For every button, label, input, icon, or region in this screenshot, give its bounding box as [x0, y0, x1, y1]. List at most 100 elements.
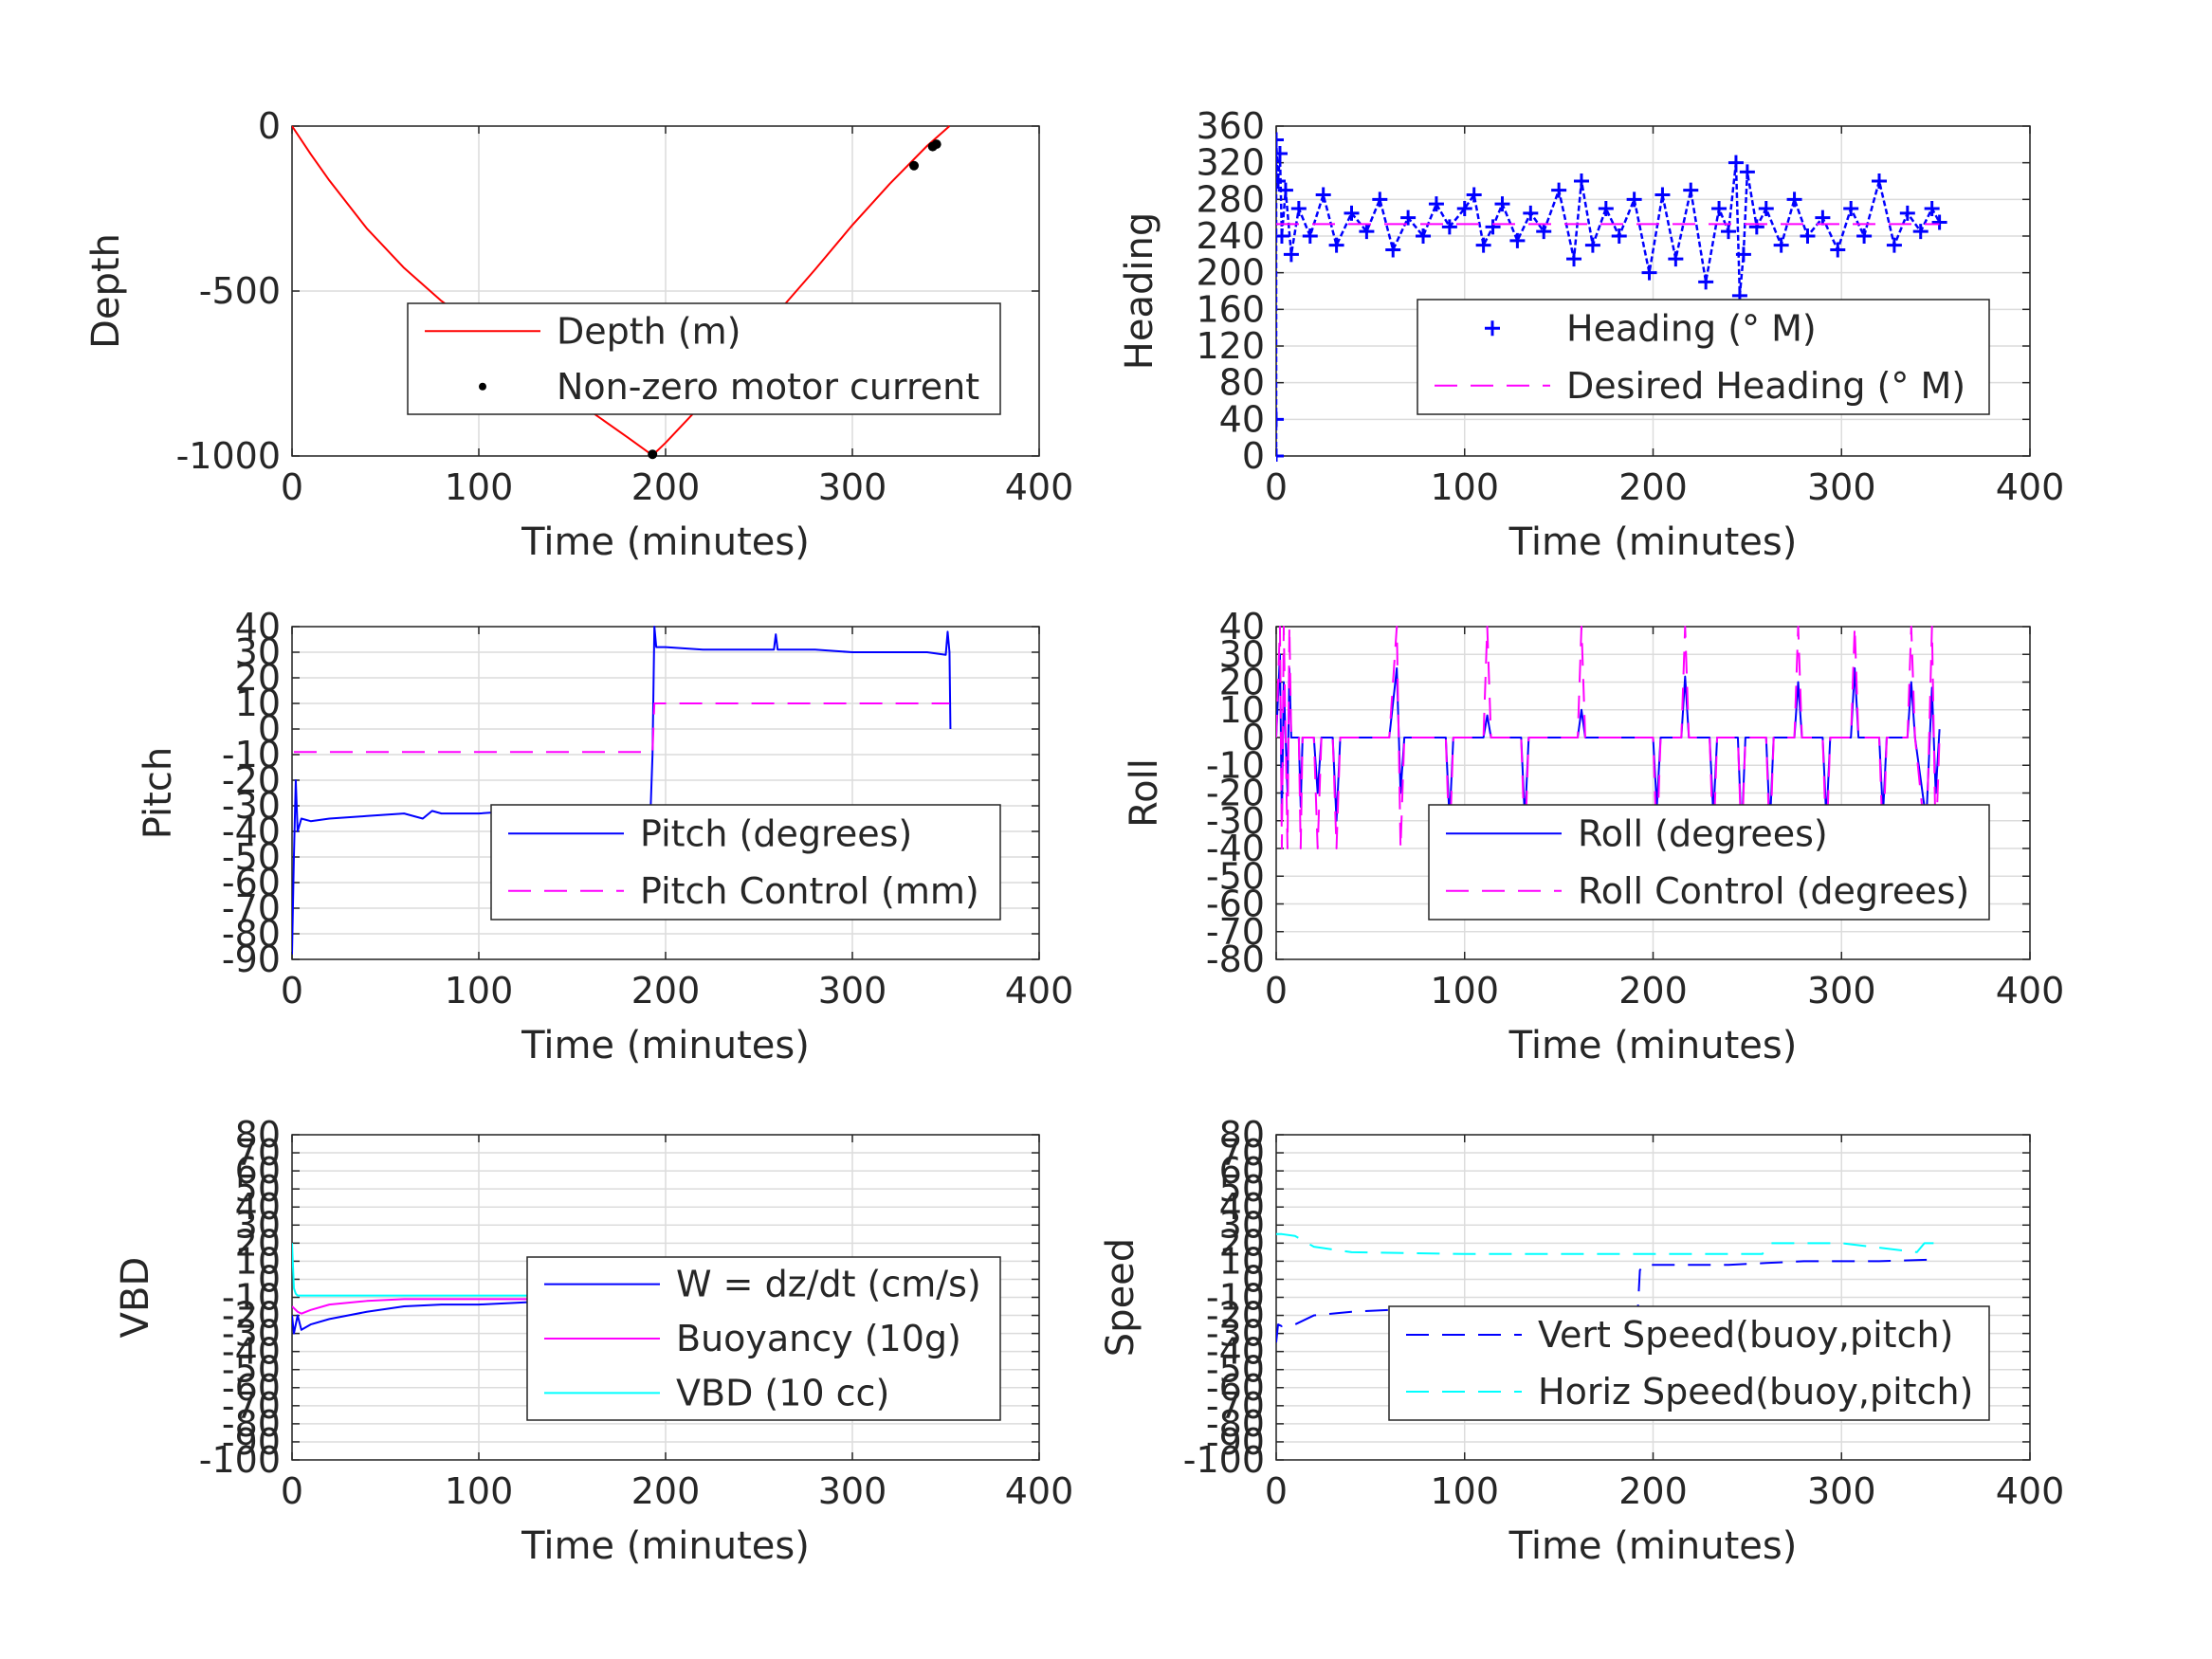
x-tick-label: 100 [445, 1470, 514, 1512]
legend-box [490, 804, 1001, 921]
y-tick-label: 20 [235, 657, 281, 699]
legend-entry: Pitch (degrees) [640, 812, 912, 854]
y-tick-label: -20 [222, 1295, 281, 1337]
y-tick-label: -70 [222, 1385, 281, 1427]
data-point [1372, 191, 1388, 208]
legend-entry: VBD (10 cc) [676, 1372, 889, 1413]
y-tick-label: 40 [235, 606, 281, 647]
y-tick-label: -60 [1206, 884, 1265, 925]
depth-x-axis-label: Time (minutes) [521, 520, 810, 564]
y-tick-label: 70 [235, 1132, 281, 1174]
y-tick-label: 40 [1219, 606, 1265, 647]
y-tick-label: -60 [1206, 1367, 1265, 1409]
roll-plot-area [1276, 626, 1941, 849]
y-tick-label: 70 [1219, 1132, 1265, 1174]
data-point [1328, 237, 1344, 253]
y-tick-label: -50 [1206, 855, 1265, 897]
y-tick-label: -1000 [176, 435, 281, 477]
data-point [1276, 132, 1284, 148]
heading-chart: 0 100 200 300 40004080120160200240280320360T… [1118, 105, 2064, 564]
y-tick-label: 20 [235, 1222, 281, 1264]
data-point [1856, 228, 1873, 244]
y-tick-label: 40 [1219, 1186, 1265, 1228]
data-point [1344, 205, 1360, 221]
legend-entry: Buoyancy (10g) [676, 1318, 961, 1359]
y-tick-label: -70 [1206, 911, 1265, 953]
y-tick-label: 10 [1219, 1240, 1265, 1282]
y-tick-label: 50 [235, 1168, 281, 1210]
data-point [1456, 201, 1472, 216]
y-tick-label: 30 [1219, 1204, 1265, 1246]
heading-series-0 [1276, 132, 1947, 462]
y-tick-label: 50 [1219, 1168, 1265, 1210]
x-tick-label: 400 [1996, 1470, 2065, 1512]
x-tick-label: 300 [818, 1470, 887, 1512]
y-tick-label: -40 [222, 1331, 281, 1373]
data-point [1536, 224, 1552, 240]
x-tick-label: 0 [281, 1470, 303, 1512]
y-tick-label: 0 [1242, 1258, 1265, 1300]
y-tick-label: -30 [1206, 1313, 1265, 1355]
data-point [1416, 228, 1432, 244]
roll-legend: Roll (degrees) Roll Control (degrees) [1428, 804, 1990, 921]
x-tick-label: 400 [1996, 466, 2065, 508]
x-tick-label: 0 [281, 970, 303, 1012]
data-point [648, 449, 658, 460]
legend-entry: W = dz/dt (cm/s) [676, 1264, 981, 1305]
data-point [1385, 242, 1401, 258]
y-tick-label: -10 [1206, 1277, 1265, 1319]
y-tick-label: -20 [1206, 773, 1265, 814]
depth-chart: 0 100 200 300 400 -1000 -500 0 Time (minutes) Dep… [84, 105, 1073, 564]
legend-entry: Heading (° M) [1566, 307, 1817, 349]
x-tick-label: 200 [1618, 466, 1688, 508]
y-tick-label: -30 [1206, 800, 1265, 842]
legend-entry: Depth (m) [557, 310, 741, 352]
data-point [1315, 187, 1331, 203]
x-tick-label: 100 [1430, 466, 1499, 508]
y-tick-label: -80 [222, 913, 281, 955]
y-tick-label: -20 [1206, 1295, 1265, 1337]
y-tick-label: -500 [199, 270, 281, 312]
legend-entry: Non-zero motor current [557, 366, 979, 408]
depth-legend: Depth (m) Non-zero motor current [407, 302, 1001, 415]
x-tick-label: 300 [1807, 1470, 1876, 1512]
x-tick-label: 0 [1265, 466, 1288, 508]
roll-chart: 0 100 200 300 400-80-70-60-50-40-30-20-10010… [1123, 606, 2064, 1067]
x-tick-label: 0 [1265, 1470, 1288, 1512]
roll-x-axis-label: Time (minutes) [1508, 1024, 1798, 1067]
depth-y-axis-label: Depth [84, 233, 128, 349]
speed-chart: 0 100 200 300 400-100-90-80-70-60-50-40-30-2… [1099, 1114, 2064, 1568]
y-tick-label: 30 [235, 631, 281, 673]
y-tick-label: 30 [235, 1204, 281, 1246]
data-point [1428, 196, 1444, 212]
data-point [1276, 411, 1284, 428]
y-tick-label: 20 [1219, 662, 1265, 703]
y-tick-label: 280 [1196, 178, 1265, 220]
data-point [931, 139, 941, 150]
data-point [1931, 214, 1947, 230]
x-tick-label: 400 [1005, 1470, 1074, 1512]
y-tick-label: -40 [222, 811, 281, 852]
speed-y-axis-label: Speed [1099, 1238, 1143, 1357]
x-tick-label: 300 [818, 970, 887, 1012]
data-point [909, 160, 920, 171]
y-tick-label: 30 [1219, 633, 1265, 675]
y-tick-label: 320 [1196, 142, 1265, 184]
depth-series-0 [292, 125, 951, 457]
y-tick-label: -80 [1206, 939, 1265, 980]
y-tick-label: 240 [1196, 215, 1265, 257]
x-tick-label: 0 [1265, 970, 1288, 1012]
data-point [1786, 191, 1802, 208]
legend-entry: Horiz Speed(buoy,pitch) [1538, 1371, 1973, 1413]
legend-entry: Roll Control (degrees) [1578, 870, 1969, 912]
y-tick-label: 10 [235, 1240, 281, 1282]
y-tick-label: 60 [1219, 1150, 1265, 1192]
y-tick-label: -10 [222, 734, 281, 775]
y-tick-label: -60 [222, 862, 281, 903]
vbd-y-axis-label: VBD [114, 1257, 157, 1339]
x-tick-label: 200 [631, 1470, 701, 1512]
y-tick-label: -90 [1206, 1421, 1265, 1463]
legend-marker [1485, 320, 1500, 337]
y-tick-label: -90 [222, 939, 281, 980]
